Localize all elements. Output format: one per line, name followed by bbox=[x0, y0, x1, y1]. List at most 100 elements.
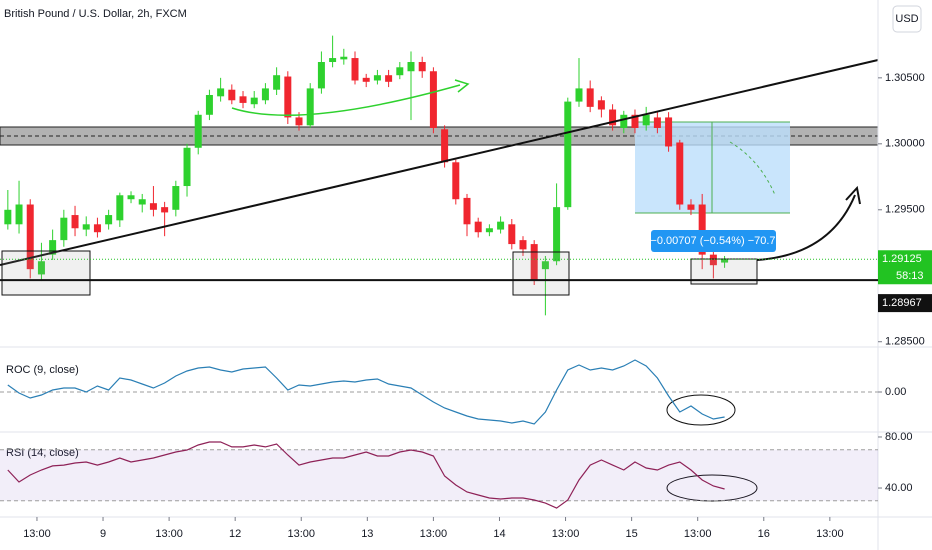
candle-body bbox=[530, 244, 538, 280]
candle-body bbox=[508, 224, 516, 245]
x-tick-label: 12 bbox=[229, 528, 241, 540]
x-tick-label: 13:00 bbox=[552, 528, 580, 540]
candle-body bbox=[553, 207, 561, 262]
countdown-label: 58:13 bbox=[896, 270, 924, 282]
candle-body bbox=[407, 62, 415, 72]
candle-body bbox=[429, 71, 437, 128]
highlight-ellipse bbox=[666, 394, 736, 426]
candle-body bbox=[631, 114, 639, 128]
candle-body bbox=[194, 114, 202, 148]
x-tick-label: 13:00 bbox=[155, 528, 183, 540]
arrow-head bbox=[454, 79, 470, 93]
candle-body bbox=[709, 254, 717, 266]
candle-body bbox=[474, 221, 482, 233]
currency-label[interactable]: USD bbox=[895, 13, 918, 25]
x-tick-label: 13:00 bbox=[684, 528, 712, 540]
candle-body bbox=[519, 240, 527, 250]
y-tick-label: 1.29500 bbox=[885, 204, 925, 216]
candle-body bbox=[676, 142, 684, 205]
candle-body bbox=[373, 75, 381, 81]
currency-button[interactable] bbox=[892, 5, 922, 33]
candle-body bbox=[653, 117, 661, 128]
measure-label: −0.00707 (−0.54%) −70.7 bbox=[650, 235, 775, 247]
x-tick-label: 13:00 bbox=[23, 528, 51, 540]
candle-body bbox=[642, 114, 650, 126]
candle-body bbox=[597, 100, 605, 110]
chart-title: British Pound / U.S. Dollar, 2h, FXCM bbox=[4, 8, 187, 20]
candle-body bbox=[273, 75, 281, 90]
candle-body bbox=[127, 195, 135, 200]
x-tick-label: 13:00 bbox=[287, 528, 315, 540]
candle-body bbox=[497, 221, 505, 230]
candle-body bbox=[250, 97, 258, 105]
candle-body bbox=[362, 77, 370, 82]
candle-body bbox=[161, 207, 169, 213]
candle-body bbox=[49, 240, 57, 255]
candle-body bbox=[385, 75, 393, 82]
candle-body bbox=[340, 56, 348, 60]
candle-body bbox=[172, 186, 180, 210]
candle-body bbox=[183, 147, 191, 187]
y-tick-label: 1.30000 bbox=[885, 138, 925, 150]
candle-body bbox=[239, 96, 247, 103]
candle-body bbox=[217, 88, 225, 97]
candle-body bbox=[284, 76, 292, 118]
support-box bbox=[1, 250, 91, 296]
candle-body bbox=[37, 261, 45, 275]
candle-body bbox=[351, 58, 359, 81]
y-tick-label: 1.30500 bbox=[885, 72, 925, 84]
last-price-tag bbox=[878, 250, 932, 285]
projection-path bbox=[729, 141, 776, 196]
indicator-legend: ROC (9, close) bbox=[6, 364, 79, 376]
x-tick-label: 9 bbox=[100, 528, 106, 540]
x-tick-label: 13:00 bbox=[816, 528, 844, 540]
candle-body bbox=[306, 88, 314, 126]
arrow-head bbox=[845, 185, 861, 205]
candle-body bbox=[60, 217, 68, 241]
y-tick-label: 1.28500 bbox=[885, 336, 925, 348]
candle-body bbox=[15, 204, 23, 225]
candle-body bbox=[116, 195, 124, 221]
measure-box bbox=[651, 230, 776, 252]
candle-body bbox=[418, 62, 426, 72]
x-tick-label: 13 bbox=[361, 528, 373, 540]
candle-body bbox=[665, 117, 673, 147]
candle-body bbox=[609, 109, 617, 126]
candle-body bbox=[721, 258, 729, 263]
candle-body bbox=[441, 129, 449, 163]
candle-body bbox=[71, 215, 79, 229]
indicator-line bbox=[7, 359, 725, 425]
candle-body bbox=[149, 203, 157, 210]
curved-arrow bbox=[231, 84, 461, 116]
candle-body bbox=[698, 204, 706, 255]
x-tick-label: 13:00 bbox=[420, 528, 448, 540]
highlight-ellipse bbox=[666, 474, 758, 502]
candle-body bbox=[564, 101, 572, 208]
candle-body bbox=[485, 228, 493, 233]
support-box bbox=[512, 251, 570, 296]
indicator-line bbox=[7, 441, 725, 509]
candle-body bbox=[93, 224, 101, 233]
candle-body bbox=[228, 89, 236, 101]
candle-body bbox=[586, 88, 594, 107]
candle-body bbox=[329, 58, 337, 63]
candle-body bbox=[541, 261, 549, 270]
y-tick-label: 80.00 bbox=[885, 431, 913, 443]
x-tick-label: 14 bbox=[493, 528, 505, 540]
y-tick-label: 40.00 bbox=[885, 482, 913, 494]
candle-body bbox=[687, 204, 695, 210]
candle-body bbox=[295, 117, 303, 126]
candle-body bbox=[575, 88, 583, 102]
rsi-band bbox=[0, 449, 878, 501]
candle-body bbox=[463, 197, 471, 225]
candle-body bbox=[138, 199, 146, 205]
candle-body bbox=[261, 88, 269, 101]
level-tag bbox=[878, 294, 932, 313]
candle-body bbox=[26, 204, 34, 270]
candle-body bbox=[82, 224, 90, 230]
candle-body bbox=[205, 94, 213, 115]
candle-body bbox=[452, 162, 460, 200]
candle-body bbox=[620, 114, 628, 128]
